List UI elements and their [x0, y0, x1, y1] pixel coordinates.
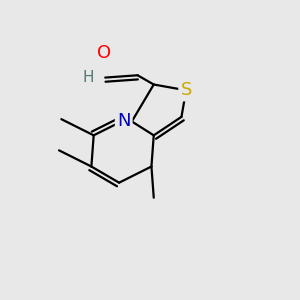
Text: H: H — [82, 70, 94, 85]
Text: S: S — [180, 81, 192, 99]
Text: O: O — [97, 44, 111, 62]
Text: N: N — [117, 112, 130, 130]
